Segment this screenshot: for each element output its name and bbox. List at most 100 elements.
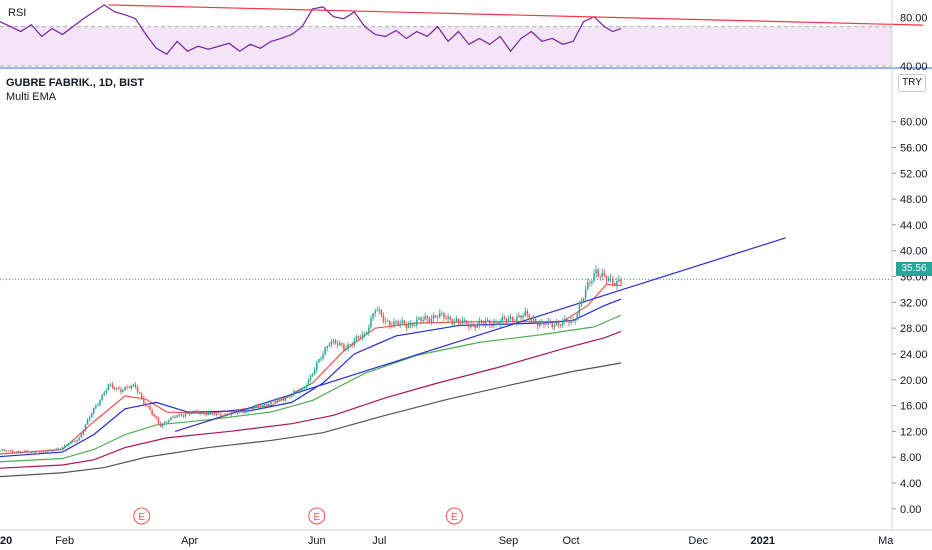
candle	[203, 410, 205, 416]
candle	[151, 408, 153, 417]
candle	[397, 319, 399, 325]
candle-body	[478, 320, 481, 326]
candle-body	[401, 320, 403, 324]
candle-body	[297, 390, 299, 393]
candle	[441, 310, 443, 317]
candle	[170, 416, 172, 421]
candle-body	[511, 317, 514, 321]
candle	[422, 316, 424, 324]
symbol-title: GUBRE FABRIK., 1D, BIST	[6, 77, 145, 89]
candle	[313, 367, 316, 376]
candle	[438, 309, 441, 319]
candle	[380, 309, 383, 318]
candle-body	[120, 389, 122, 392]
candle-body	[103, 392, 105, 395]
candle-body	[343, 344, 345, 350]
ema-line-5	[0, 362, 622, 478]
candle-body	[532, 318, 535, 320]
candle	[132, 383, 135, 388]
time-tick-label: 2020	[0, 535, 12, 547]
candle-body	[316, 362, 318, 370]
candle-body	[76, 439, 78, 442]
price-tick-label: 52.00	[900, 168, 928, 180]
candle	[93, 407, 95, 415]
time-tick-label: 2021	[751, 535, 775, 547]
candle	[543, 321, 545, 329]
candle	[247, 407, 249, 414]
candle	[432, 312, 435, 322]
candle-body	[409, 322, 412, 326]
candle	[503, 315, 506, 321]
candle-body	[480, 320, 483, 323]
candle-body	[34, 451, 37, 454]
price-trend-line	[174, 237, 786, 432]
candle	[572, 316, 574, 324]
candle	[7, 450, 10, 452]
candle-body	[203, 412, 205, 414]
candle	[253, 404, 256, 411]
candle-body	[405, 323, 408, 328]
candle-body	[578, 304, 581, 314]
candle-body	[3, 449, 5, 451]
candle-body	[357, 336, 360, 338]
candle	[443, 312, 445, 322]
rsi-trend-line	[108, 4, 924, 26]
candle	[559, 323, 562, 328]
candle-body	[539, 322, 541, 327]
candle-body	[501, 317, 504, 323]
candle	[416, 315, 418, 329]
candle-body	[38, 452, 41, 454]
candle	[161, 423, 164, 429]
candle	[518, 312, 520, 319]
candle-body	[593, 273, 595, 282]
candle-body	[445, 317, 447, 319]
candle-body	[566, 318, 568, 323]
candle	[403, 320, 406, 326]
candle	[101, 394, 103, 402]
candle-body	[40, 452, 43, 454]
candle-body	[1, 449, 3, 451]
candle-body	[157, 418, 160, 424]
candle-body	[295, 390, 297, 392]
candle	[603, 269, 606, 278]
candle-body	[243, 411, 245, 413]
candle	[320, 356, 322, 362]
candle-body	[63, 445, 66, 447]
rsi-tick-label: 80.00	[900, 13, 928, 25]
candle-body	[230, 412, 233, 415]
candle-body	[388, 321, 391, 326]
candle	[95, 403, 97, 410]
candle-body	[145, 403, 147, 407]
candle-body	[105, 390, 108, 393]
candle	[478, 317, 481, 329]
candle-body	[218, 413, 220, 415]
candle	[393, 318, 395, 329]
candle	[351, 341, 353, 348]
candle	[345, 345, 347, 351]
candle-body	[541, 322, 543, 323]
candle-body	[293, 391, 295, 396]
event-marker-label: E	[313, 512, 320, 523]
candle	[288, 394, 291, 399]
candle-body	[555, 322, 558, 326]
candle-body	[355, 336, 358, 341]
candle	[193, 410, 195, 415]
candle	[359, 334, 362, 340]
candle	[255, 404, 258, 408]
candle	[349, 344, 351, 346]
candle-body	[499, 322, 501, 325]
candle-body	[420, 317, 422, 321]
currency-button[interactable]: TRY	[898, 74, 926, 92]
candle	[213, 412, 216, 417]
candle	[274, 398, 276, 404]
candle	[464, 317, 466, 324]
candle-body	[607, 279, 610, 281]
candle-body	[557, 322, 560, 325]
time-tick-label: Jul	[372, 535, 386, 547]
candle	[505, 317, 508, 326]
candle-body	[255, 404, 258, 407]
candle-body	[416, 319, 418, 325]
candle	[34, 450, 37, 455]
candle	[424, 312, 426, 322]
